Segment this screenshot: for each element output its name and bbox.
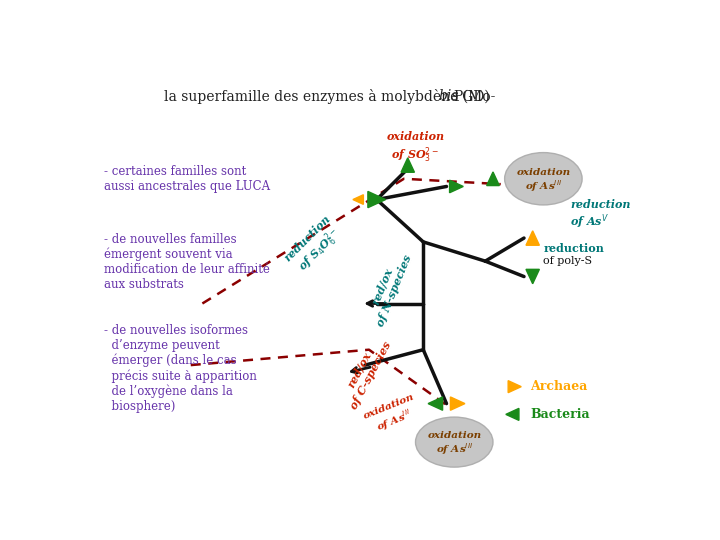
Text: - certaines familles sont
aussi ancestrales que LUCA: - certaines familles sont aussi ancestra…	[104, 165, 270, 193]
Text: bis: bis	[438, 90, 459, 104]
Text: reduction: reduction	[544, 242, 604, 254]
Text: of poly-S: of poly-S	[544, 256, 593, 266]
Ellipse shape	[505, 153, 582, 205]
Polygon shape	[401, 158, 415, 172]
Text: oxidation: oxidation	[427, 431, 481, 441]
Text: Bacteria: Bacteria	[530, 408, 590, 421]
Text: la superfamille des enzymes à molybdène (Mo-: la superfamille des enzymes à molybdène …	[163, 90, 495, 104]
Polygon shape	[526, 231, 539, 245]
Text: - de nouvelles isoformes
  d’enzyme peuvent
  émerger (dans le cas
  précis suit: - de nouvelles isoformes d’enzyme peuven…	[104, 323, 257, 413]
Polygon shape	[428, 397, 443, 410]
Polygon shape	[451, 397, 465, 410]
Text: of As$^{III}$: of As$^{III}$	[436, 441, 473, 457]
Text: PGD): PGD)	[454, 90, 490, 104]
Polygon shape	[449, 180, 463, 193]
Text: red/ox
of C-species: red/ox of C-species	[337, 334, 393, 411]
Polygon shape	[368, 191, 386, 208]
Ellipse shape	[415, 417, 493, 467]
Polygon shape	[506, 408, 519, 420]
Polygon shape	[353, 195, 364, 204]
Text: of As$^{III}$: of As$^{III}$	[525, 178, 562, 193]
Polygon shape	[508, 381, 521, 393]
Polygon shape	[487, 172, 500, 186]
Text: Archaea: Archaea	[530, 380, 588, 393]
Text: - de nouvelles familles
émergent souvent via
modification de leur affinité
aux s: - de nouvelles familles émergent souvent…	[104, 233, 270, 291]
Text: reduction
of S$_4$O$_6^{2-}$: reduction of S$_4$O$_6^{2-}$	[282, 213, 348, 279]
Text: oxidation: oxidation	[516, 168, 570, 177]
Text: reduction
of As$^{V}$: reduction of As$^{V}$	[570, 199, 631, 231]
Text: oxidation
of SO$_3^{2-}$: oxidation of SO$_3^{2-}$	[387, 131, 444, 165]
Text: oxidation
of As$^{III}$: oxidation of As$^{III}$	[362, 393, 423, 438]
Polygon shape	[526, 269, 539, 284]
Text: red/ox
of N-species: red/ox of N-species	[363, 248, 414, 328]
